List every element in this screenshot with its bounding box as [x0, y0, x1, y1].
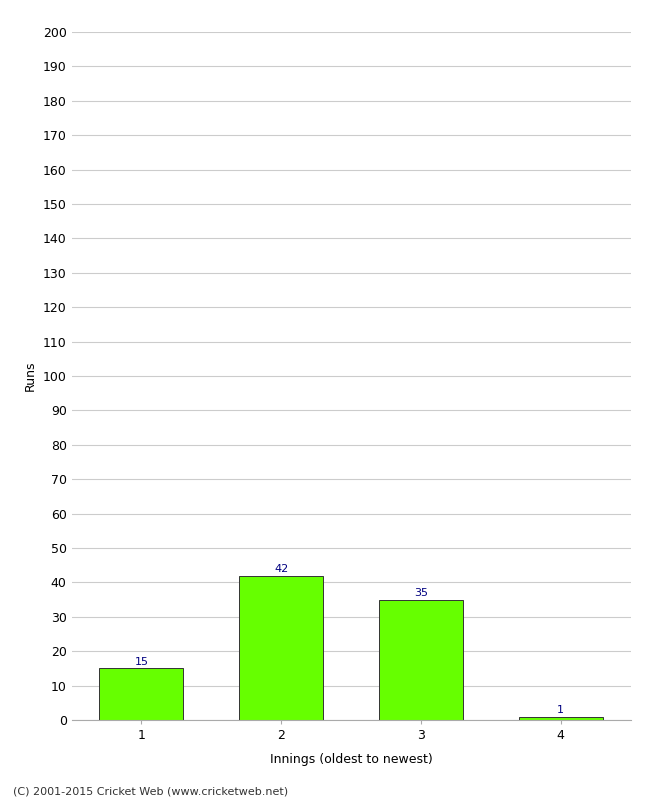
Bar: [99, 669, 183, 720]
Text: 35: 35: [414, 588, 428, 598]
Text: (C) 2001-2015 Cricket Web (www.cricketweb.net): (C) 2001-2015 Cricket Web (www.cricketwe…: [13, 786, 288, 796]
X-axis label: Innings (oldest to newest): Innings (oldest to newest): [270, 753, 432, 766]
Bar: [239, 575, 323, 720]
Text: 1: 1: [557, 705, 564, 715]
Text: 15: 15: [135, 657, 148, 666]
Bar: [379, 600, 463, 720]
Text: 42: 42: [274, 564, 288, 574]
Y-axis label: Runs: Runs: [24, 361, 37, 391]
Bar: [519, 717, 603, 720]
